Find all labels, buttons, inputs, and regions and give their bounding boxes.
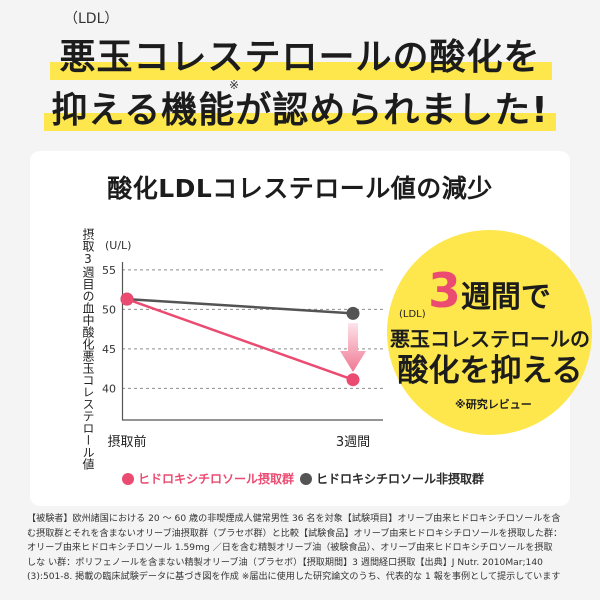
callout-ldl-ruby: (LDL)	[399, 309, 426, 320]
y-tick-label: 40	[102, 382, 116, 395]
series-2-point	[346, 306, 360, 320]
series-1-line	[126, 297, 354, 381]
headline-ldl-ruby: （LDL）	[64, 11, 119, 27]
headline-line-2-part-1: 抑える機能	[51, 90, 236, 131]
callout-yellow-circle	[387, 230, 592, 435]
headline-line-2: 抑える機能が認められました!	[0, 89, 600, 133]
callout-line-2: 悪玉コレステロールの	[390, 327, 590, 351]
y-tick-label-group: 40 45 50 55	[102, 264, 116, 396]
callout-line-1: 3週間で	[387, 266, 592, 328]
down-arrow-icon	[340, 323, 366, 372]
y-axis-label: 摂取3週目の血中酸化悪玉コレステロール値	[81, 228, 95, 470]
series-1-point	[120, 292, 134, 306]
legend-dot-icon-intake	[122, 473, 134, 485]
callout-source-note: ※研究レビュー	[455, 398, 532, 411]
x-tick-label: 3週間	[336, 435, 370, 450]
callout-number-suffix: 週間で	[460, 280, 551, 315]
series-1-point	[346, 373, 360, 387]
y-tick-label: 50	[102, 303, 116, 316]
footnote-line: しな い群：ポリフェノールを含まない精製オリーブ油（プラセボ）【摂取期間】3 週…	[27, 557, 543, 568]
series-2-line	[126, 297, 354, 315]
chart-title: 酸化LDLコレステロール値の減少	[107, 174, 493, 203]
x-tick-label: 摂取前	[107, 434, 146, 450]
footnote-line: (3):501-8. 掲載の臨床試験データに基づき図を作成 ※届出に使用した研究…	[27, 572, 561, 582]
headline-highlight-band-2	[44, 113, 556, 131]
headline-highlight-band-1	[50, 62, 552, 80]
headline-note-mark: ※	[229, 78, 240, 92]
legend-label-non-intake: ヒドロキシチロソール非摂取群	[316, 472, 485, 486]
legend-label-intake: ヒドロキシチロソール摂取群	[138, 472, 295, 486]
headline-line-2-part-2: が認められました!	[235, 90, 549, 131]
series-2	[120, 292, 360, 320]
footnote-line: 【被験者】欧州諸国における 20 ～ 60 歳の非喫煙成人健常男性 36 名を対…	[27, 514, 561, 524]
x-tick-label-group: 摂取前 3週間	[107, 434, 370, 450]
legend-dot-icon-non-intake	[300, 473, 312, 485]
headline-line-1: 悪玉コレステロールの酸化を	[59, 37, 541, 78]
y-tick-label: 55	[102, 264, 116, 277]
gridline-group	[122, 269, 383, 389]
footnote-line: む摂取群とそれを含まないオリーブ油摂取群（プラセボ群）と比較【試験食品】オリーブ…	[27, 528, 563, 539]
line-chart: (U/L) 40 45 50 55 摂取前 3週間	[102, 239, 383, 450]
y-unit-label: (U/L)	[105, 239, 131, 252]
series-1	[120, 292, 360, 387]
series-group	[120, 292, 360, 387]
footnote-line: オリーブ由来ヒドロキシチロソール 1.59mg ／日を含む精製オリーブ油（被験食…	[27, 543, 553, 553]
callout-number: 3	[428, 264, 461, 319]
callout-line-3: 酸化を抑える	[397, 353, 583, 389]
y-tick-label: 45	[102, 343, 116, 356]
footnote: 【被験者】欧州諸国における 20 ～ 60 歳の非喫煙成人健常男性 36 名を対…	[27, 512, 577, 588]
